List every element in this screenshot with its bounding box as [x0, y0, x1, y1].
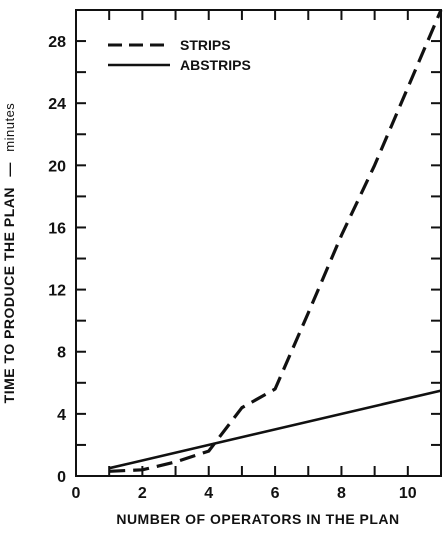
legend-abstrips-label: ABSTRIPS	[180, 57, 251, 73]
y-tick-label: 16	[48, 220, 66, 237]
y-tick-label: 24	[48, 96, 66, 113]
y-axis-title: TIME TO PRODUCE THE PLAN — minutes	[1, 103, 17, 404]
y-tick-label: 8	[57, 345, 66, 362]
x-tick-label: 10	[399, 485, 417, 502]
x-tick-label: 0	[72, 485, 81, 502]
y-axis-title-main: TIME TO PRODUCE THE PLAN	[1, 187, 17, 403]
y-tick-label: 20	[48, 158, 66, 175]
series-layer	[108, 9, 443, 473]
x-tick-label: 4	[204, 485, 213, 502]
y-tick-label: 4	[57, 407, 66, 424]
legend: STRIPS ABSTRIPS	[108, 37, 251, 73]
x-tick-label: 6	[271, 485, 280, 502]
x-axis-title: NUMBER OF OPERATORS IN THE PLAN	[116, 511, 399, 527]
y-tick-label: 28	[48, 34, 66, 51]
y-axis-title-unit: minutes	[2, 103, 17, 152]
x-tick-label: 8	[337, 485, 346, 502]
y-axis-title-separator: —	[1, 162, 17, 177]
series-line-abstrips	[108, 389, 442, 470]
plot-frame-layer	[75, 9, 442, 477]
series-line-strips	[109, 9, 443, 473]
y-tick-label: 0	[57, 469, 66, 486]
x-tick-label: 2	[138, 485, 147, 502]
ticks-layer	[75, 9, 442, 477]
y-tick-label: 12	[48, 283, 66, 300]
legend-strips-label: STRIPS	[180, 37, 231, 53]
plot-frame	[75, 9, 442, 477]
